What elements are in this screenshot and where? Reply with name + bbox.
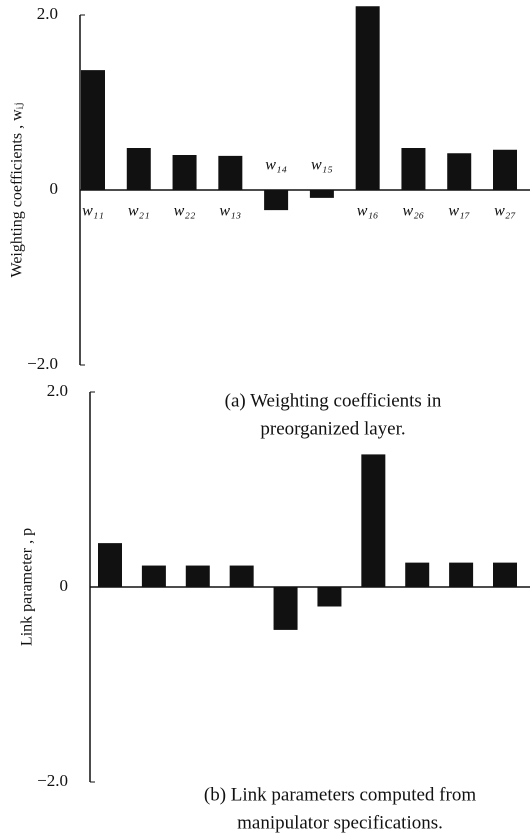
x-category-label: w₁₅ <box>311 157 333 174</box>
x-category-label: w₂₂ <box>174 203 196 220</box>
y-tick-label: 0 <box>50 179 59 198</box>
y-axis-label: Weighting coefficients , wᵢⱼ <box>9 103 26 278</box>
bar <box>355 6 380 190</box>
x-category-label: w₁₄ <box>265 157 287 174</box>
bar <box>317 587 342 607</box>
bar <box>229 565 254 587</box>
bar <box>401 148 426 190</box>
bar <box>264 190 289 211</box>
x-category-label: w₁₁ <box>82 203 104 220</box>
bar <box>172 155 197 190</box>
caption-line: manipulator specifications. <box>237 812 443 833</box>
bar <box>185 565 210 587</box>
y-axis-label: Link parameter , p <box>19 528 36 646</box>
y-tick-label: 2.0 <box>37 4 58 23</box>
bar <box>273 587 298 630</box>
bar <box>141 565 166 587</box>
y-tick-label: 2.0 <box>47 381 68 400</box>
y-tick-label: −2.0 <box>37 771 68 790</box>
bar <box>449 562 474 587</box>
caption-line: (a) Weighting coefficients in <box>225 390 442 411</box>
bar <box>447 153 472 190</box>
bar <box>126 148 151 190</box>
x-category-label: w₁₇ <box>448 203 470 220</box>
y-tick-label: −2.0 <box>27 354 58 373</box>
bar <box>493 149 517 190</box>
bar <box>309 190 334 198</box>
bar <box>493 562 517 587</box>
x-category-label: w₁₃ <box>219 203 241 220</box>
x-category-label: w₂₁ <box>128 203 150 220</box>
bar <box>218 155 243 190</box>
x-category-label: w₂₆ <box>403 203 425 220</box>
caption-line: (b) Link parameters computed from <box>204 784 476 805</box>
bar <box>361 454 386 587</box>
bar <box>81 70 105 190</box>
bar <box>405 562 430 587</box>
bar <box>98 543 122 587</box>
y-tick-label: 0 <box>60 576 69 595</box>
caption-line: preorganized layer. <box>260 418 405 439</box>
x-category-label: w₁₆ <box>357 203 379 220</box>
x-category-label: w₂₇ <box>494 203 516 220</box>
